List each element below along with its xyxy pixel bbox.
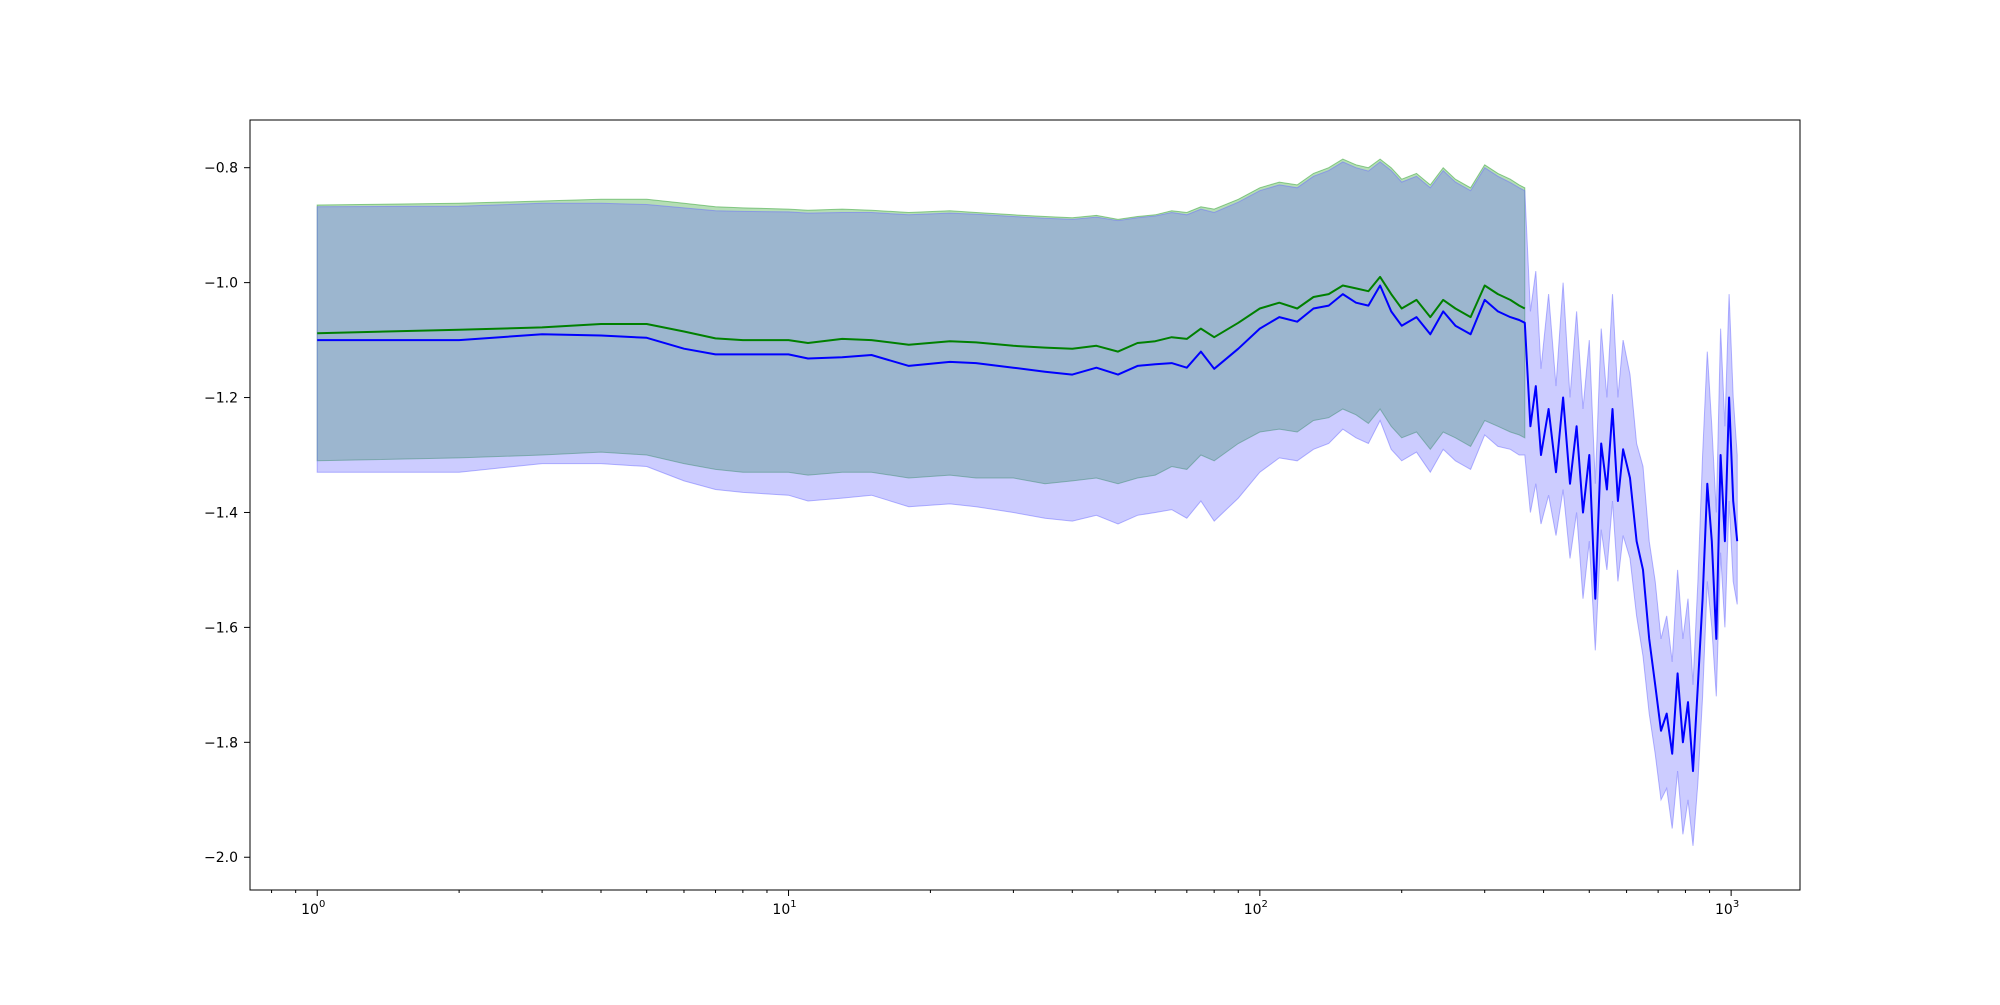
y-tick-label: −1.4 <box>204 505 238 521</box>
series-0-line <box>317 275 1526 353</box>
x-tick-label: 100 <box>301 899 325 918</box>
series-1-line <box>317 284 1739 773</box>
x-tick-label: 103 <box>1715 899 1739 918</box>
plot-frame <box>249 119 1801 891</box>
y-tick-label: −2.0 <box>204 850 238 866</box>
x-tick-label: 101 <box>772 899 796 918</box>
x-tick-label: 102 <box>1244 899 1268 918</box>
series-1-band <box>316 161 1738 846</box>
series-lines <box>317 275 1739 773</box>
y-tick-label: −1.8 <box>204 735 238 751</box>
y-axis: −0.8 −1.0 −1.2 −1.4 −1.6 −1.8 −2.0 <box>204 161 250 866</box>
y-tick-label: −1.6 <box>204 620 238 636</box>
x-axis: 100 101 102 103 <box>271 890 1739 918</box>
y-tick-label: −1.2 <box>204 391 238 407</box>
y-tick-label: −0.8 <box>204 161 238 177</box>
y-tick-label: −1.0 <box>204 276 238 292</box>
series-0-band <box>316 158 1526 485</box>
confidence-bands <box>316 158 1738 846</box>
